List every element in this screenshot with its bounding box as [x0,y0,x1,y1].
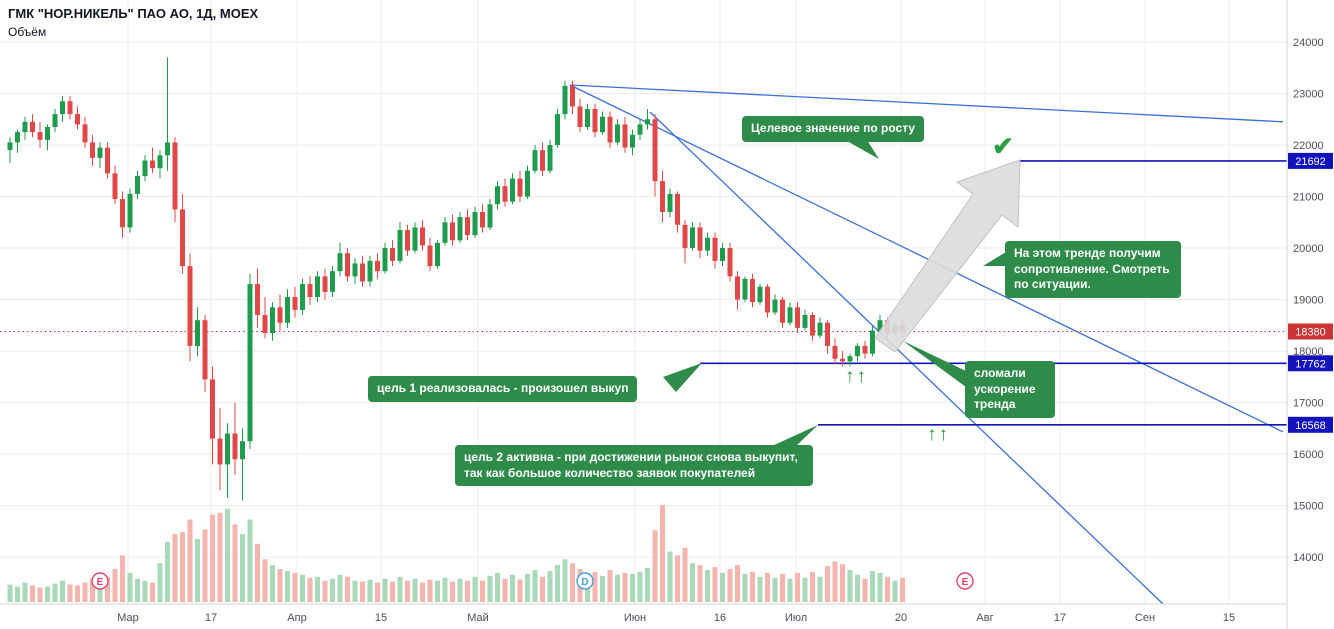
annotation-pointer-target [845,140,879,159]
svg-text:14000: 14000 [1293,552,1324,564]
annotation-goal1-note[interactable]: цель 1 реализовалась - произошел выкуп [368,376,638,402]
svg-text:17: 17 [205,612,217,624]
svg-text:15: 15 [375,612,387,624]
svg-text:E: E [97,577,104,588]
svg-text:16000: 16000 [1293,449,1324,461]
svg-text:E: E [962,577,969,588]
svg-text:17: 17 [1054,612,1066,624]
symbol-title[interactable]: ГМК "НОР.НИКЕЛЬ" ПАО АО, 1Д, MOEX [8,6,259,21]
chart-header: ГМК "НОР.НИКЕЛЬ" ПАО АО, 1Д, MOEX Объём [8,6,258,39]
trendlines[interactable] [569,84,1284,605]
price-axis[interactable]: 14000 15000 16000 17000 18000 19000 20000 21000… [1293,37,1324,564]
time-axis-bg [0,604,1334,629]
level-price-chip: 21692 [1288,152,1333,169]
last-price-chip: 18380 [1288,323,1333,340]
svg-text:Июл: Июл [785,612,807,624]
event-badge-E[interactable]: E [91,572,109,590]
svg-text:23000: 23000 [1293,88,1324,100]
event-badge-D[interactable]: D [576,572,594,590]
gridlines [0,0,1287,604]
candles[interactable] [7,57,906,501]
svg-text:17000: 17000 [1293,398,1324,410]
svg-text:22000: 22000 [1293,140,1324,152]
up-arrows-icon-2[interactable]: ↑↑ [927,424,950,445]
svg-text:Мар: Мар [117,612,139,624]
svg-text:21000: 21000 [1293,192,1324,204]
level-price-chip: 16568 [1288,416,1333,433]
svg-text:15000: 15000 [1293,501,1324,513]
svg-text:Сен: Сен [1135,612,1155,624]
volume-indicator-label[interactable]: Объём [8,25,47,39]
svg-text:20: 20 [895,612,907,624]
svg-text:18380: 18380 [1295,326,1326,338]
svg-text:Авг: Авг [976,612,993,624]
svg-text:15: 15 [1223,612,1235,624]
annotation-goal2-note[interactable]: цель 2 активна - при достижении рынок сн… [455,445,813,487]
event-badge-E[interactable]: E [956,572,974,590]
svg-text:Апр: Апр [287,612,306,624]
time-axis[interactable]: Мар 17 Апр 15 Май Июн 16 Июл 20 Авг 17 Сен 15 [117,612,1235,624]
svg-text:16568: 16568 [1295,420,1326,432]
svg-text:18000: 18000 [1293,346,1324,358]
svg-text:17762: 17762 [1295,358,1326,370]
price-axis-bg [1287,0,1334,629]
up-arrows-icon-1[interactable]: ↑↑ [845,366,868,387]
svg-text:Июн: Июн [624,612,646,624]
svg-text:16: 16 [714,612,726,624]
annotation-pointer-resistance [983,252,1006,266]
annotation-growth-target-note[interactable]: Целевое значение по росту [742,116,925,142]
svg-text:21692: 21692 [1295,156,1326,168]
svg-text:20000: 20000 [1293,243,1324,255]
annotation-pointer-goal1 [663,363,702,392]
svg-text:Май: Май [467,612,489,624]
annotation-pointer-broke [903,341,966,387]
volume-pane[interactable] [7,505,906,603]
annotation-pointer-goal2 [772,425,818,446]
level-price-chip: 17762 [1288,355,1333,372]
annotation-resistance-note[interactable]: На этом тренде получим сопротивление. См… [1005,241,1181,298]
svg-text:D: D [581,577,588,588]
svg-text:24000: 24000 [1293,37,1324,49]
annotation-broke-trend-note[interactable]: сломали ускорение тренда [965,361,1055,418]
check-mark-icon[interactable]: ✔ [992,131,1014,161]
svg-text:19000: 19000 [1293,295,1324,307]
projection-arrow[interactable] [874,159,1021,353]
